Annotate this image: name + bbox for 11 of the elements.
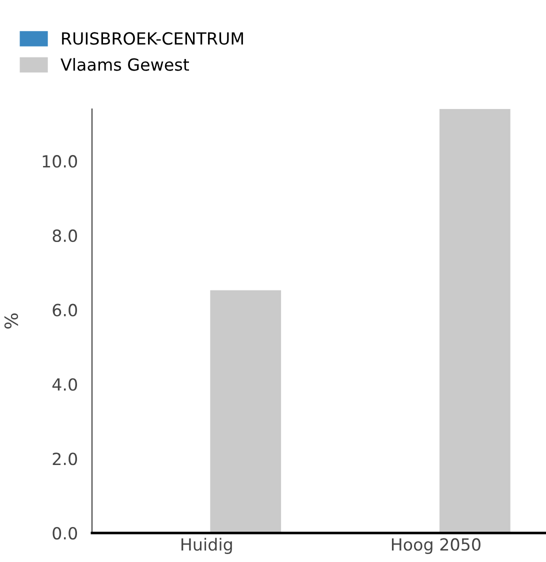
x-tick-label: Hoog 2050 <box>392 538 480 554</box>
y-axis-title: % <box>4 313 18 329</box>
y-tick-label: 10.0 <box>42 155 78 168</box>
x-tick-label: Huidig <box>182 538 232 554</box>
y-tick-label: 8.0 <box>52 229 78 242</box>
y-tick-label: 0.0 <box>52 526 78 540</box>
y-tick-label: 4.0 <box>52 378 78 391</box>
legend-label: RUISBROEK-CENTRUM <box>62 32 243 45</box>
legend-label: Vlaams Gewest <box>60 58 190 71</box>
y-tick-label: 2.0 <box>52 452 78 466</box>
y-tick-label: 6.0 <box>52 304 78 316</box>
